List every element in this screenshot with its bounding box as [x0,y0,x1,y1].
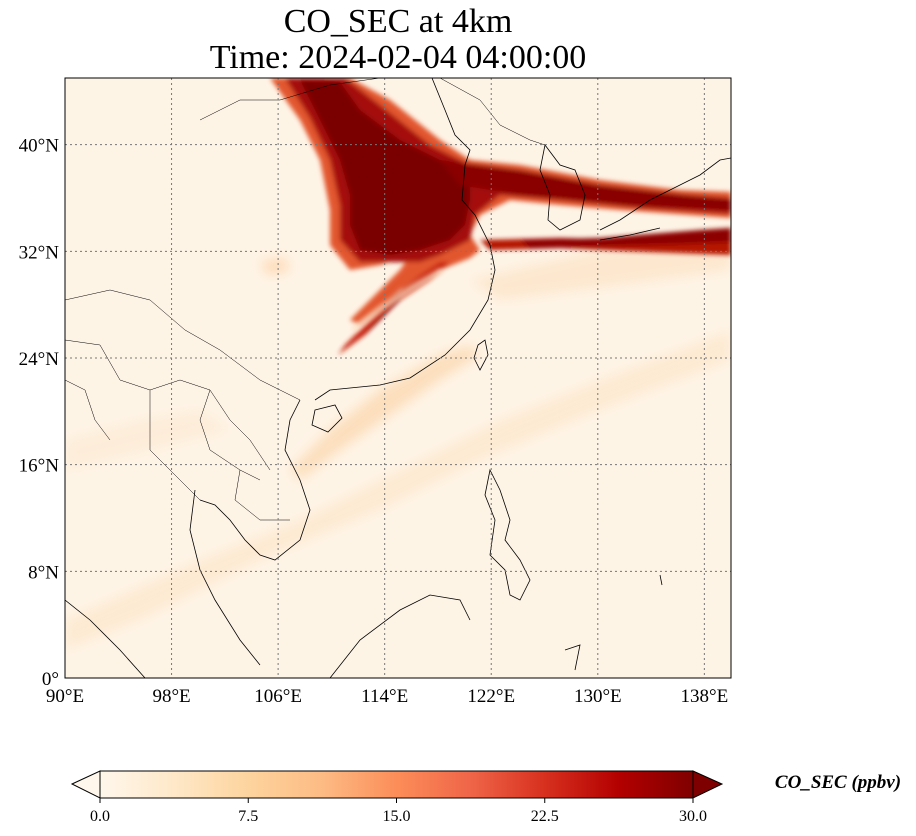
colorbar-tick-label: 0.0 [90,808,110,825]
lon-tick-label: 106°E [254,686,302,707]
latitude-tick-labels: 0° 8°N 16°N 24°N 32°N 40°N [19,136,60,690]
co-field-plume [270,78,731,355]
colorbar-extend-min [70,770,101,799]
colorbar-extend-max [692,770,724,799]
lon-tick-label: 114°E [361,686,408,707]
colorbar-tick-label: 7.5 [238,808,258,825]
longitude-tick-labels: 90°E 98°E 106°E 114°E 122°E 130°E 138°E [46,686,728,707]
colorbar-tick-label: 22.5 [531,808,559,825]
lon-tick-label: 138°E [681,686,729,707]
lon-tick-label: 98°E [152,686,190,707]
lat-tick-label: 8°N [28,562,59,583]
lon-tick-label: 90°E [46,686,84,707]
gridlines [65,78,731,678]
map-title: CO_SEC at 4km [283,3,513,40]
colorbar: 0.0 7.5 15.0 22.5 30.0 CO_SEC (ppbv) [70,770,901,825]
map-frame [64,77,732,679]
map-time-subtitle: Time: 2024-02-04 04:00:00 [209,39,587,76]
lat-tick-label: 24°N [19,349,60,370]
lat-tick-label: 40°N [19,136,60,157]
lat-tick-label: 16°N [19,456,60,477]
lon-tick-label: 130°E [574,686,622,707]
country-borders [65,78,546,521]
colorbar-label: CO_SEC (ppbv) [775,772,901,793]
lat-tick-label: 32°N [19,242,60,263]
colorbar-tick-label: 30.0 [679,808,707,825]
colorbar-ticks: 0.0 7.5 15.0 22.5 30.0 [90,798,707,825]
lat-tick-label: 0° [42,669,59,690]
lon-tick-label: 122°E [467,686,515,707]
colorbar-tick-label: 15.0 [383,808,411,825]
colorbar-bar [99,770,694,799]
map-panel [65,78,731,678]
